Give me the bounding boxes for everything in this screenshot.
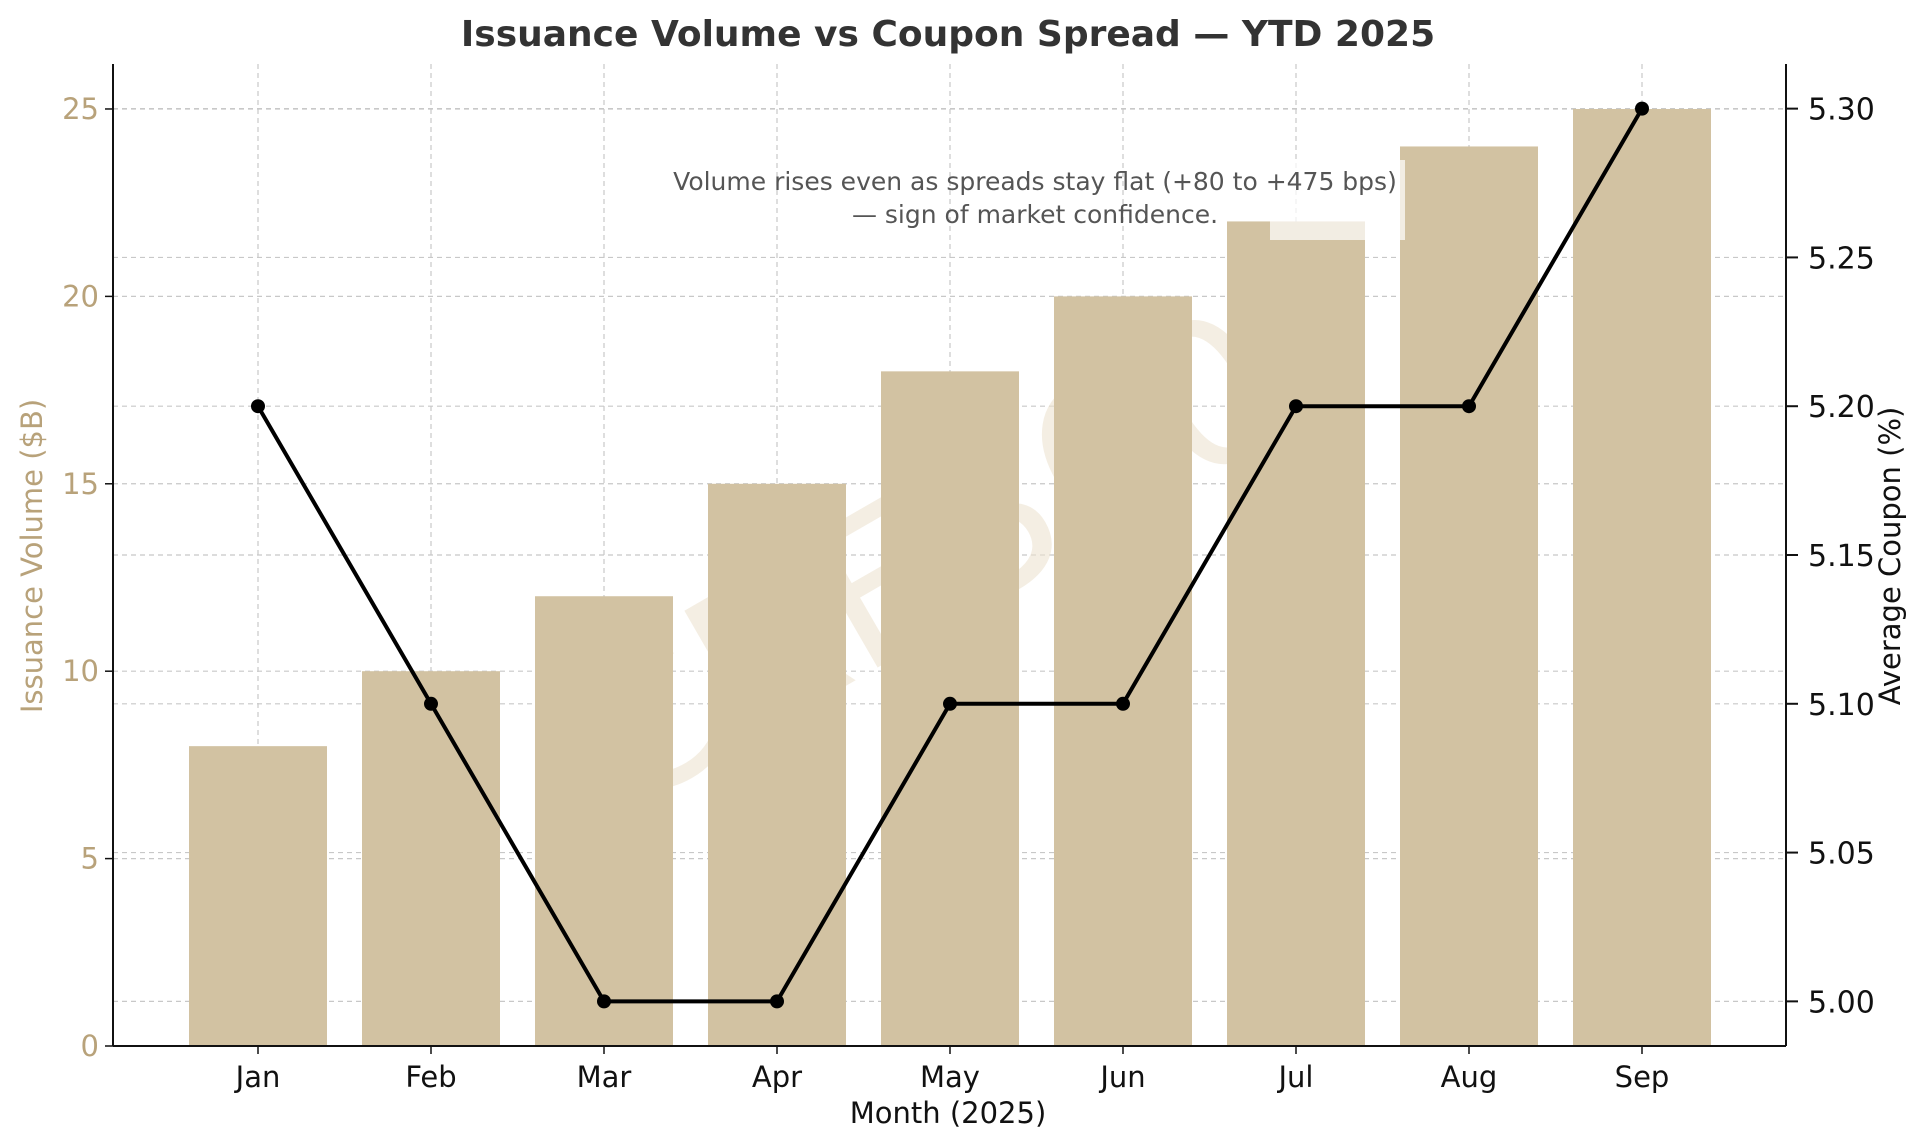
- annotation-background: [1270, 160, 1405, 240]
- bar-jun: [1054, 296, 1192, 1046]
- annotation-line: Volume rises even as spreads stay flat (…: [673, 167, 1397, 196]
- coupon-point-jul: [1289, 399, 1303, 414]
- x-tick-label: Jun: [1098, 1060, 1145, 1094]
- y2-tick-label: 5.15: [1808, 539, 1875, 574]
- x-tick-label: Apr: [752, 1060, 802, 1094]
- y-tick-label: 0: [81, 1029, 99, 1063]
- x-tick-label: Feb: [405, 1060, 456, 1094]
- coupon-point-jun: [1116, 696, 1130, 711]
- bar-feb: [362, 671, 500, 1046]
- y-tick-label: 10: [62, 654, 99, 688]
- y2-tick-label: 5.00: [1808, 985, 1875, 1020]
- x-axis-label: Month (2025): [850, 1096, 1047, 1130]
- line-series: [251, 101, 1649, 1009]
- y2-tick-label: 5.25: [1808, 241, 1875, 276]
- coupon-point-apr: [770, 994, 784, 1009]
- axes: 0 5 10 15 20 25 5.00 5.05 5.10 5.15 5.20 5.25 5.30 Ja…: [62, 64, 1875, 1094]
- bar-apr: [708, 483, 846, 1046]
- coupon-point-mar: [597, 994, 611, 1009]
- y-axis-label: Issuance Volume ($B): [15, 399, 49, 713]
- x-tick-label: Mar: [577, 1060, 632, 1094]
- y2-tick-label: 5.30: [1808, 93, 1875, 128]
- coupon-point-aug: [1462, 399, 1476, 414]
- x-tick-label: Jul: [1277, 1060, 1314, 1094]
- y2-axis-label: Average Coupon (%): [1873, 407, 1907, 706]
- x-tick-label: Aug: [1441, 1060, 1498, 1094]
- y-tick-label: 5: [81, 842, 99, 876]
- chart-title: Issuance Volume vs Coupon Spread — YTD 2…: [461, 14, 1435, 55]
- annotation-line: — sign of market confidence.: [852, 200, 1218, 229]
- bar-sep: [1573, 108, 1711, 1046]
- y2-tick-label: 5.05: [1808, 837, 1875, 872]
- x-tick-label: Sep: [1615, 1060, 1670, 1094]
- y2-tick-label: 5.10: [1808, 688, 1875, 723]
- bar-series: [189, 108, 1711, 1046]
- y-tick-label: 25: [62, 92, 99, 126]
- x-tick-label: Jan: [234, 1060, 281, 1094]
- coupon-point-feb: [424, 696, 438, 711]
- y-tick-label: 20: [62, 279, 99, 313]
- bar-mar: [535, 596, 673, 1046]
- x-tick-label: May: [920, 1060, 980, 1094]
- coupon-point-jan: [251, 399, 265, 414]
- coupon-point-sep: [1635, 101, 1649, 116]
- bar-aug: [1400, 146, 1538, 1046]
- bar-jul: [1227, 221, 1365, 1046]
- y2-tick-label: 5.20: [1808, 390, 1875, 425]
- coupon-point-may: [943, 696, 957, 711]
- bar-jan: [189, 746, 327, 1046]
- y-tick-label: 15: [62, 467, 99, 501]
